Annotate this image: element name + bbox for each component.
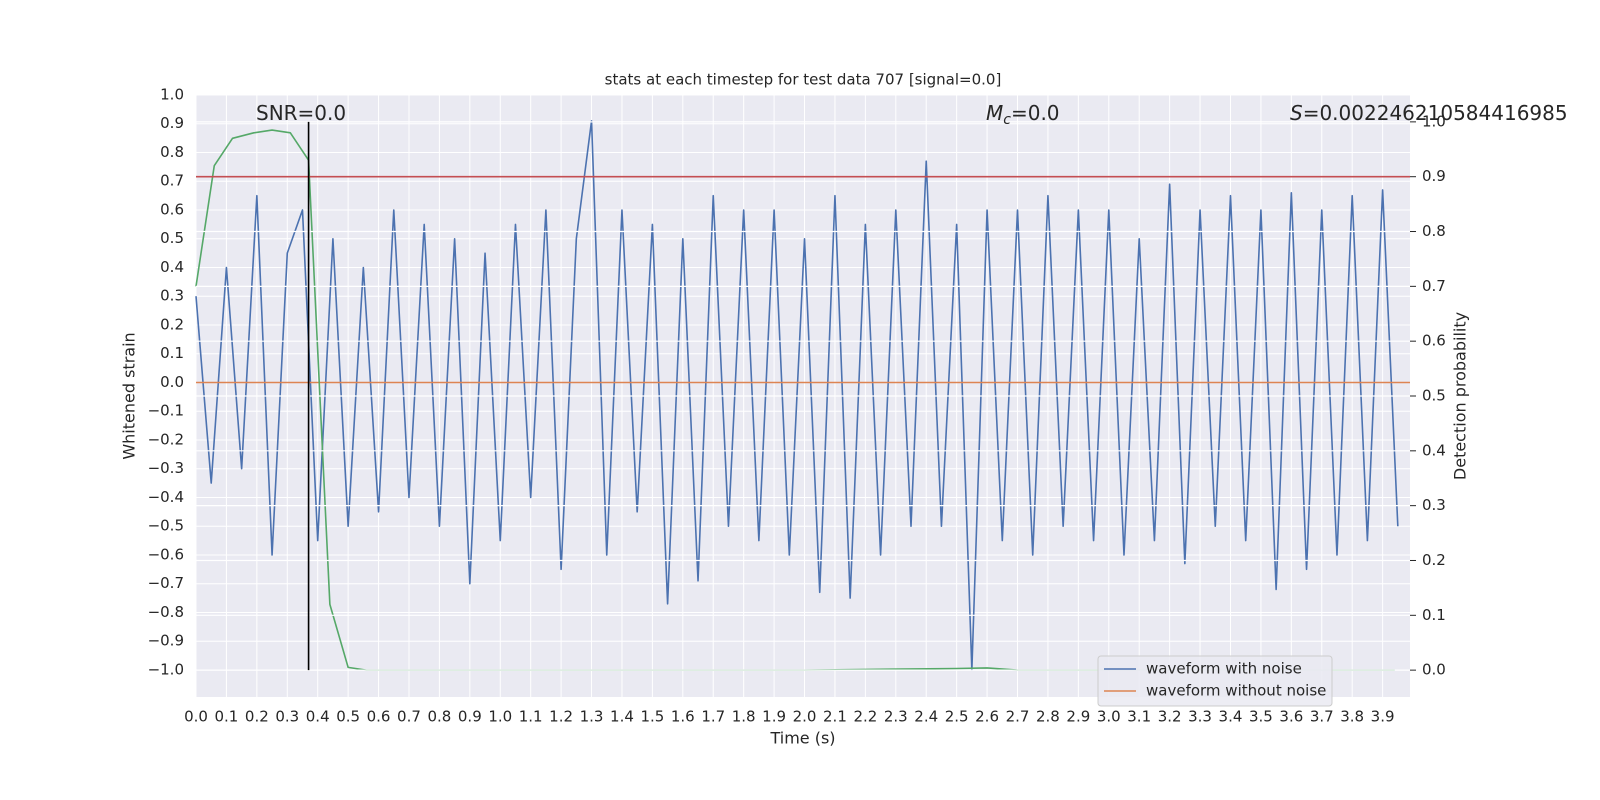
legend-label: waveform without noise (1146, 682, 1326, 700)
annotation: Mc=0.0 (986, 101, 1060, 129)
x-tick-label: 0.8 (427, 708, 451, 726)
x-tick-label: 2.7 (1006, 708, 1030, 726)
y2-axis-label: Detection probability (1451, 312, 1470, 480)
y2-tick-label: 0.0 (1422, 661, 1446, 679)
x-tick-label: 3.8 (1340, 708, 1364, 726)
data (195, 120, 1410, 671)
x-tick-label: 2.1 (823, 708, 847, 726)
x-tick-label: 0.6 (367, 708, 391, 726)
annotation: SNR=0.0 (256, 101, 346, 125)
x-tick-label: 2.3 (884, 708, 908, 726)
annotation-subscript: c (1003, 112, 1011, 128)
x-tick-label: 0.7 (397, 708, 421, 726)
y-tick-label: −0.7 (148, 574, 184, 592)
y2-tick-label: 0.1 (1422, 606, 1446, 624)
x-tick-label: 2.8 (1036, 708, 1060, 726)
y-tick-label: −0.8 (148, 603, 184, 621)
x-tick-label: 2.4 (914, 708, 938, 726)
x-tick-label: 3.5 (1249, 708, 1273, 726)
y-tick-label: 0.4 (160, 258, 184, 276)
x-tick-label: 1.8 (732, 708, 756, 726)
annotation-text: =0.0 (1011, 101, 1060, 125)
x-tick-label: 3.2 (1158, 708, 1182, 726)
x-tick-label: 3.6 (1279, 708, 1303, 726)
y2-tick-label: 0.2 (1422, 551, 1446, 569)
y-tick-label: 0.1 (160, 344, 184, 362)
y2-tick-label: 0.7 (1422, 277, 1446, 295)
y2-tick-label: 1.0 (1422, 112, 1446, 130)
y-tick-label: 0.0 (160, 373, 184, 391)
x-tick-label: 0.0 (184, 708, 208, 726)
x-tick-label: 1.7 (701, 708, 725, 726)
y2-tick-label: 0.4 (1422, 441, 1446, 459)
legend-label: waveform with noise (1146, 660, 1302, 678)
y-tick-label: 0.7 (160, 172, 184, 190)
y-tick-label: −0.5 (148, 517, 184, 535)
y-tick-label: 0.6 (160, 200, 184, 218)
x-tick-label: 3.4 (1219, 708, 1243, 726)
annotation-text: SNR=0.0 (256, 101, 346, 125)
y-tick-label: −0.9 (148, 632, 184, 650)
y2-tick-label: 0.6 (1422, 332, 1446, 350)
x-tick-label: 1.3 (580, 708, 604, 726)
x-tick-label: 1.4 (610, 708, 634, 726)
x-tick-label: 1.2 (549, 708, 573, 726)
x-tick-label: 3.1 (1127, 708, 1151, 726)
annotation-symbol: S (1290, 101, 1303, 125)
x-tick-label: 3.0 (1097, 708, 1121, 726)
y2-tick-label: 0.5 (1422, 387, 1446, 405)
x-axis-label: Time (s) (769, 729, 835, 748)
x-tick-label: 0.1 (214, 708, 238, 726)
legend-box (1097, 655, 1333, 707)
x-tick-label: 1.9 (762, 708, 786, 726)
x-tick-label: 2.0 (793, 708, 817, 726)
y-tick-label: 0.9 (160, 114, 184, 132)
annotation: S=0.002246210584416985 (1290, 101, 1568, 125)
x-tick-label: 2.9 (1066, 708, 1090, 726)
x-tick-label: 0.5 (336, 708, 360, 726)
x-tick-label: 0.3 (275, 708, 299, 726)
y-tick-label: 1.0 (160, 86, 184, 104)
y2-tick-label: 0.8 (1422, 222, 1446, 240)
y-tick-label: −1.0 (148, 660, 184, 678)
y-tick-label: −0.4 (148, 488, 184, 506)
y-axis-label: Whitened strain (120, 332, 139, 459)
annotation-symbol: M (986, 101, 1003, 125)
x-tick-label: 2.2 (853, 708, 877, 726)
y2-tick-label: 0.3 (1422, 496, 1446, 514)
series-line (195, 120, 1399, 671)
y-tick-label: −0.3 (148, 459, 184, 477)
x-tick-label: 0.2 (245, 708, 269, 726)
overlay (196, 121, 1416, 671)
chart-title: stats at each timestep for test data 707… (605, 71, 1002, 89)
annotation-text: =0.002246210584416985 (1303, 101, 1568, 125)
x-tick-label: 1.5 (640, 708, 664, 726)
y-tick-label: 0.5 (160, 229, 184, 247)
y2-tick-label: 0.9 (1422, 167, 1446, 185)
x-tick-label: 1.6 (671, 708, 695, 726)
x-tick-label: 2.6 (975, 708, 999, 726)
x-tick-label: 1.0 (488, 708, 512, 726)
y-tick-label: −0.6 (148, 545, 184, 563)
x-tick-label: 2.5 (945, 708, 969, 726)
y-tick-label: 0.2 (160, 315, 184, 333)
legend: waveform with noise waveform without nois… (1097, 655, 1333, 707)
y-tick-label: 0.3 (160, 287, 184, 305)
series-line (195, 129, 1395, 671)
x-tick-label: 3.7 (1310, 708, 1334, 726)
x-tick-label: 1.1 (519, 708, 543, 726)
y-tick-label: −0.1 (148, 402, 184, 420)
x-tick-label: 0.4 (306, 708, 330, 726)
x-tick-label: 3.9 (1371, 708, 1395, 726)
y-tick-label: −0.2 (148, 430, 184, 448)
x-tick-label: 3.3 (1188, 708, 1212, 726)
x-tick-label: 0.9 (458, 708, 482, 726)
y-tick-label: 0.8 (160, 143, 184, 161)
